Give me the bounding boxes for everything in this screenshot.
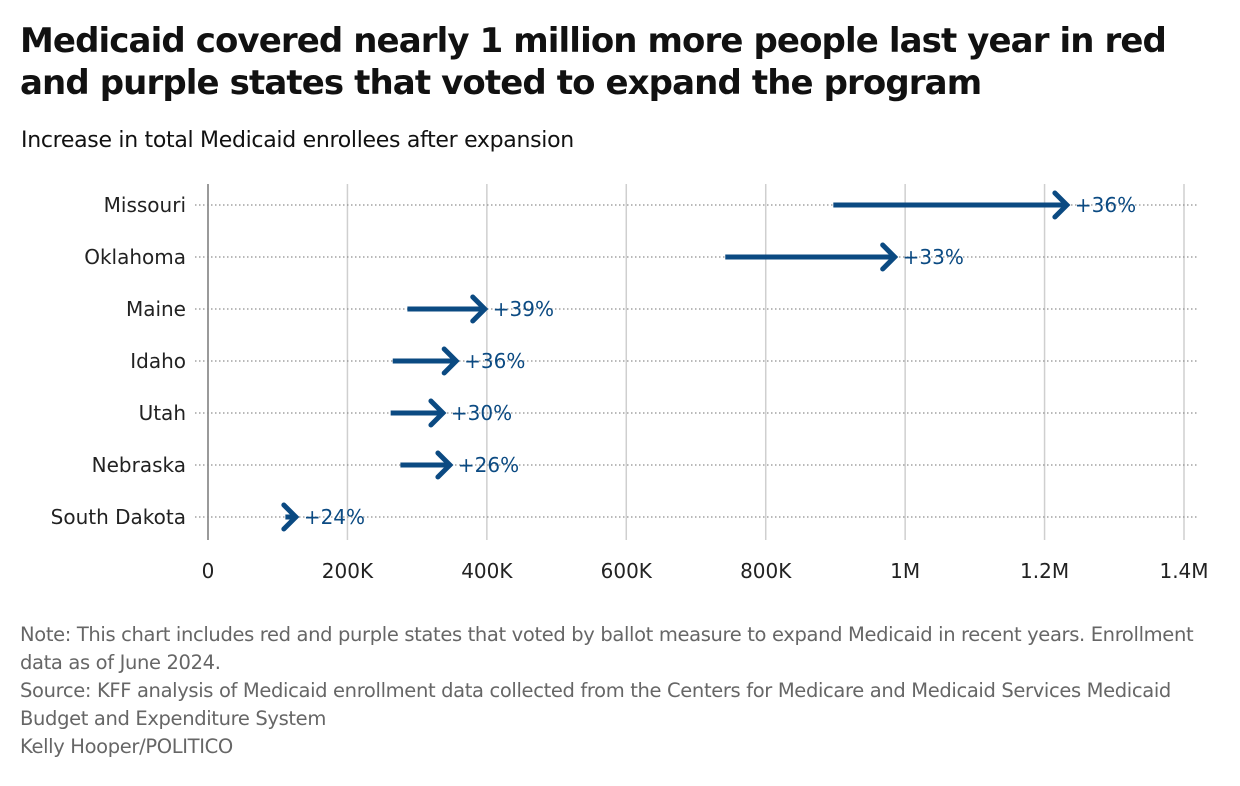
row-missouri: Missouri +36% [104,190,1198,220]
percent-label: +36% [1075,193,1136,217]
gridlines [207,184,1185,540]
x-axis: 0 200K 400K 600K 800K 1M 1.2M 1.4M [202,559,1209,583]
state-label: Maine [126,297,186,321]
row-maine: Maine +39% [126,294,1198,324]
source-text: Source: KFF analysis of Medicaid enrollm… [20,679,1171,730]
state-label: South Dakota [51,505,186,529]
x-tick-label: 400K [461,559,513,583]
arrow-head [880,242,899,272]
x-tick-label: 1.2M [1020,559,1069,583]
chart-subtitle: Increase in total Medicaid enrollees aft… [21,128,574,153]
percent-label: +26% [458,453,519,477]
arrow-head [435,450,454,480]
x-tick-label: 600K [601,559,653,583]
x-tick-label: 0 [202,559,215,583]
percent-label: +30% [451,401,512,425]
arrow-head [281,502,300,532]
percent-label: +33% [903,245,964,269]
percent-label: +39% [493,297,554,321]
percent-label: +36% [464,349,525,373]
row-idaho: Idaho +36% [130,346,1198,376]
x-tick-label: 1.4M [1159,559,1208,583]
credit-text: Kelly Hooper/POLITICO [20,735,233,758]
row-nebraska: Nebraska +26% [92,450,1198,480]
state-label: Oklahoma [84,245,186,269]
arrow-head [441,346,460,376]
chart-title: Medicaid covered nearly 1 million more p… [20,21,1167,103]
state-label: Nebraska [92,453,186,477]
state-label: Utah [139,401,186,425]
row-utah: Utah +30% [139,398,1198,428]
row-south-dakota: South Dakota +24% [51,502,1198,532]
state-label: Missouri [104,193,186,217]
arrow-head [428,398,447,428]
note-text: Note: This chart includes red and purple… [20,623,1194,674]
state-label: Idaho [130,349,186,373]
arrow-chart: Missouri +36% Oklahoma +33% Maine +39% Idaho +3… [51,184,1209,583]
rows: Missouri +36% Oklahoma +33% Maine +39% Idaho +3… [51,190,1198,532]
x-tick-label: 200K [322,559,374,583]
percent-label: +24% [304,505,365,529]
footer: Note: This chart includes red and purple… [20,621,1230,761]
x-tick-label: 1M [890,559,920,583]
x-tick-label: 800K [740,559,792,583]
arrow-head [470,294,489,324]
arrow-head [1052,190,1071,220]
row-oklahoma: Oklahoma +33% [84,242,1198,272]
